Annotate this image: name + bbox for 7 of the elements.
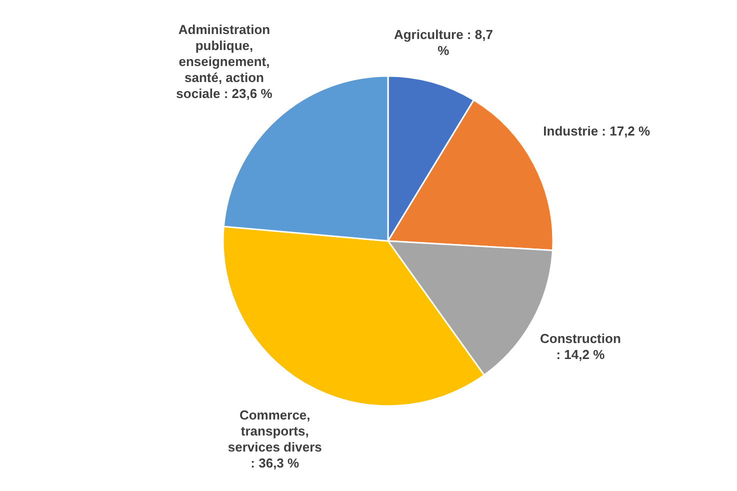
data-label: : 14,2 %: [556, 346, 606, 362]
slice-label: Commerce, transports, services divers: [228, 407, 322, 454]
slice-label: Construction: [540, 330, 621, 346]
data-label: : 36,3 %: [250, 455, 300, 470]
slice-label: Administration publique, enseignement, santé, action sociale : 23,6 %: [176, 22, 273, 102]
slice-label: Agriculture : 8,7 %: [394, 27, 493, 58]
slice-label: Industrie : 17,2 %: [543, 123, 651, 138]
